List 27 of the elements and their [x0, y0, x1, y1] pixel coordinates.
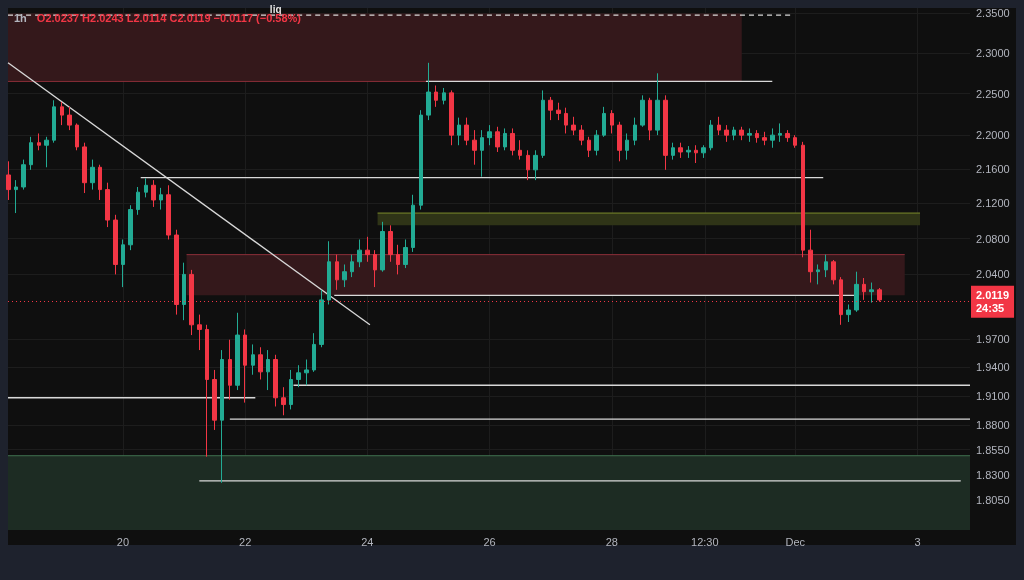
y-tick-label: 2.2000	[976, 129, 1010, 142]
y-tick-label: 2.2500	[976, 87, 1010, 100]
y-tick-label: 1.8800	[976, 419, 1010, 432]
x-tick-label: 26	[483, 535, 496, 548]
x-tick-label: 20	[116, 535, 130, 548]
annotation: liq	[269, 3, 282, 15]
y-tick-label: 2.3000	[976, 47, 1010, 60]
y-tick-label: 2.0800	[976, 232, 1010, 245]
x-tick-label: 22	[239, 535, 252, 548]
y-tick-label: 2.0400	[976, 268, 1010, 281]
x-tick-label: 3	[914, 535, 921, 548]
x-tick-label: 24	[361, 535, 374, 548]
text: 24:35	[976, 302, 1005, 315]
chart-title: 1h	[14, 12, 28, 24]
ref-line-label: 2.0119	[976, 289, 1010, 302]
y-tick-label: 1.8050	[976, 494, 1010, 507]
y-tick-label: 1.8300	[976, 468, 1010, 481]
y-tick-label: 2.1600	[976, 162, 1010, 175]
y-tick-label: 1.8550	[976, 443, 1010, 456]
y-tick-label: 1.9400	[976, 361, 1010, 374]
y-tick-label: 1.9100	[976, 389, 1010, 402]
x-tick-label: Dec	[785, 535, 806, 548]
y-tick-label: 2.1200	[976, 197, 1010, 210]
y-tick-label: 1.9700	[976, 332, 1010, 345]
y-tick-label: 2.3500	[976, 7, 1010, 20]
x-tick-label: 12:30	[691, 535, 719, 548]
x-tick-label: 28	[605, 535, 618, 548]
